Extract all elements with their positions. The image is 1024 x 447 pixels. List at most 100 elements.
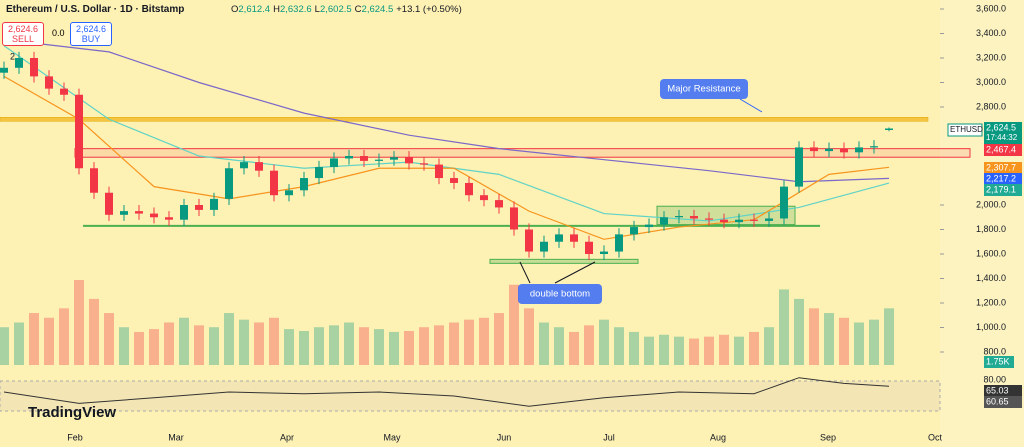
resistance-zone: [74, 148, 971, 158]
candle-body: [780, 186, 788, 219]
y-tick-label: 1,200.0: [976, 297, 1006, 307]
volume-bar: [104, 313, 114, 365]
volume-tag-bg: [984, 356, 1014, 368]
y-tick-label: 3,600.0: [976, 3, 1006, 13]
volume-bar: [554, 327, 564, 365]
candle-body: [795, 147, 803, 187]
candle-body: [450, 178, 458, 183]
y-tick-label: 3,400.0: [976, 28, 1006, 38]
candle-body: [750, 219, 758, 221]
annotation-box: [660, 79, 748, 99]
price-tag-bg: [984, 144, 1022, 156]
candle-body: [885, 128, 893, 130]
ohlc-part: +13.1 (+0.50%): [396, 4, 462, 15]
rsi-line: [3, 377, 890, 407]
volume-bar: [89, 298, 99, 365]
volume-tag: 1.75K: [986, 356, 1010, 366]
candle-body: [375, 159, 383, 161]
rsi-tag-bg: [984, 396, 1022, 408]
volume-bar: [494, 313, 504, 365]
volume-bar: [329, 325, 339, 365]
x-tick-label: Sep: [820, 432, 836, 442]
y-tick-label: 800.0: [983, 346, 1006, 356]
ohlc-part: 2,612.4: [238, 4, 270, 15]
volume-bar: [449, 322, 459, 365]
candle-body: [285, 190, 293, 196]
candle-body: [810, 147, 818, 152]
candle-body: [660, 217, 668, 225]
price-tag: 2,179.1: [986, 184, 1016, 194]
price-tag-bg: [984, 162, 1022, 174]
volume-bar: [239, 319, 249, 365]
buy-price: 2,624.6: [76, 24, 107, 34]
candle-body: [405, 157, 413, 164]
volume-bar: [674, 336, 684, 365]
volume-bar: [344, 322, 354, 365]
candle-body: [630, 227, 638, 235]
candle-body: [105, 192, 113, 215]
volume-bar: [584, 325, 594, 365]
candle-body: [210, 198, 218, 210]
candle-body: [240, 162, 248, 169]
candle-body: [675, 216, 683, 218]
candle-body: [75, 94, 83, 169]
volume-bar: [14, 322, 24, 365]
candle-body: [510, 207, 518, 230]
candle-body: [495, 200, 503, 208]
candle-body: [90, 168, 98, 193]
candle-body: [270, 170, 278, 196]
candle-body: [540, 241, 548, 252]
volume-bar: [644, 336, 654, 365]
x-tick-label: Jun: [497, 432, 512, 442]
x-tick-label: Feb: [67, 432, 83, 442]
candle-body: [825, 148, 833, 152]
y-tick-label: 3,000.0: [976, 77, 1006, 87]
ohlc-part: 2,632.6: [280, 4, 312, 15]
candle-body: [615, 234, 623, 252]
candle-body: [120, 211, 128, 215]
candle-body: [645, 224, 653, 228]
y-tick-label: 3,200.0: [976, 52, 1006, 62]
ohlc-part: L: [315, 4, 320, 15]
volume-bar: [299, 331, 309, 365]
price-tag-bg: [984, 173, 1022, 185]
candle-body: [360, 156, 368, 161]
candle-body: [30, 58, 38, 77]
volume-bar: [434, 325, 444, 365]
candle-body: [345, 156, 353, 159]
x-tick-label: Aug: [710, 432, 726, 442]
candle-body: [525, 229, 533, 252]
volume-bar: [839, 317, 849, 365]
volume-bar: [374, 329, 384, 365]
ohlc: O2,612.4 H2,632.6 L2,602.5 C2,624.5 +13.1 (+…: [231, 4, 462, 15]
volume-bar: [824, 313, 834, 365]
candle-body: [720, 219, 728, 223]
candle-body: [195, 205, 203, 210]
buy-button[interactable]: 2,624.6 BUY: [70, 22, 113, 46]
volume-bar: [719, 334, 729, 365]
double-bottom-box: [489, 258, 639, 264]
y-tick-label: 2,000.0: [976, 199, 1006, 209]
volume-bar: [359, 327, 369, 365]
candle-body: [600, 251, 608, 254]
candle-body: [435, 164, 443, 179]
header: Ethereum / U.S. Dollar · 1D · Bitstamp: [6, 4, 184, 15]
volume-bar: [59, 308, 69, 365]
volume-bar: [149, 329, 159, 365]
volume-bar: [284, 329, 294, 365]
rsi-band: [0, 380, 941, 412]
volume-bar: [464, 319, 474, 365]
volume-bar: [209, 327, 219, 365]
sell-button[interactable]: 2,624.6 SELL: [2, 22, 45, 46]
candle-body: [165, 217, 173, 220]
candle-body: [255, 162, 263, 171]
pointer: [519, 261, 531, 284]
arrow: [739, 98, 763, 113]
candle-body: [420, 163, 428, 165]
symbol-title: Ethereum / U.S. Dollar · 1D · Bitstamp: [6, 4, 184, 15]
candle-body: [585, 241, 593, 254]
candle-body: [45, 76, 53, 89]
